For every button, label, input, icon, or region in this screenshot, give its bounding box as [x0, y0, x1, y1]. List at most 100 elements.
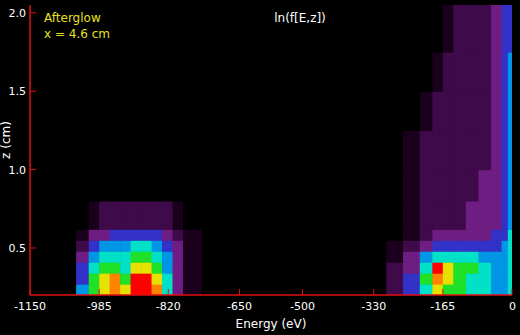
heat-cell: [403, 262, 420, 274]
heat-cell: [99, 273, 110, 285]
heat-cell: [502, 240, 509, 252]
heat-cell: [502, 284, 509, 295]
heat-cell: [141, 229, 152, 241]
heat-cell: [152, 52, 163, 92]
x-tick-label: -165: [430, 300, 455, 313]
x-tick: [442, 289, 443, 295]
heat-cell: [508, 5, 512, 53]
heat-cell: [202, 251, 261, 263]
heat-cell: [131, 201, 142, 230]
heat-cell: [453, 5, 466, 53]
heat-cell: [403, 130, 420, 170]
heat-cell: [403, 273, 420, 285]
heat-cell: [478, 229, 491, 241]
heat-cell: [183, 201, 202, 230]
heat-cell: [99, 251, 110, 263]
heat-cell: [508, 130, 512, 170]
heat-cell: [491, 170, 502, 202]
heat-cell: [491, 229, 502, 241]
heat-cell: [403, 229, 420, 241]
heat-cell: [466, 201, 479, 230]
heat-cell: [466, 273, 479, 285]
heat-cell: [76, 170, 89, 202]
heat-cell: [141, 201, 152, 230]
heat-cell: [120, 201, 131, 230]
heat-cell: [466, 251, 479, 263]
heat-cell: [183, 273, 202, 285]
heat-cell: [443, 52, 454, 92]
heat-cell: [466, 284, 479, 295]
heat-cell: [386, 170, 403, 202]
heat-cell: [432, 201, 443, 230]
heat-cell: [261, 229, 387, 241]
heat-cell: [478, 284, 491, 295]
heat-cell: [131, 229, 142, 241]
heat-cell: [202, 240, 261, 252]
heat-cell: [466, 170, 479, 202]
heat-cell: [202, 262, 261, 274]
heat-cell: [173, 130, 184, 170]
heat-cell: [89, 273, 100, 285]
heat-cell: [76, 52, 89, 92]
heat-cell: [261, 170, 387, 202]
heat-cell: [99, 201, 110, 230]
heat-cell: [420, 273, 433, 285]
heat-cell: [508, 201, 512, 230]
x-tick: [373, 289, 374, 295]
y-tick-label: 2.0: [9, 7, 27, 20]
heat-cell: [183, 170, 202, 202]
heat-cell: [491, 240, 502, 252]
heat-cell: [508, 251, 512, 263]
heat-cell: [261, 273, 387, 285]
heat-cell: [432, 273, 443, 285]
heat-cell: [120, 284, 131, 295]
heat-cell: [141, 284, 152, 295]
heat-cell: [261, 201, 387, 230]
heat-cell: [173, 91, 184, 131]
heat-cell: [202, 170, 261, 202]
heatmap-cells: [30, 5, 512, 295]
heat-cell: [443, 251, 454, 263]
heat-cell: [141, 262, 152, 274]
heat-cell: [508, 170, 512, 202]
heat-cell: [183, 229, 202, 241]
heat-cell: [420, 284, 433, 295]
heat-cell: [152, 130, 163, 170]
heat-cell: [466, 262, 479, 274]
heat-cell: [89, 170, 100, 202]
heat-cell: [30, 229, 77, 241]
heat-cell: [30, 262, 77, 274]
heat-cell: [202, 5, 261, 53]
heat-cell: [420, 251, 433, 263]
heat-cell: [386, 240, 403, 252]
heat-cell: [466, 229, 479, 241]
heat-cell: [478, 130, 491, 170]
heat-cell: [420, 91, 433, 131]
heat-cell: [508, 262, 512, 274]
heat-cell: [261, 5, 387, 53]
heat-cell: [99, 284, 110, 295]
heat-cell: [386, 284, 403, 295]
heat-cell: [386, 251, 403, 263]
heat-cell: [386, 91, 403, 131]
heat-cell: [152, 5, 163, 53]
x-axis-line: [30, 294, 512, 296]
heat-cell: [183, 240, 202, 252]
heat-cell: [99, 240, 110, 252]
annotation: x = 4.6 cm: [44, 27, 110, 41]
heat-cell: [453, 284, 466, 295]
heat-cell: [443, 201, 454, 230]
heat-cell: [453, 52, 466, 92]
heat-cell: [141, 91, 152, 131]
heat-cell: [386, 52, 403, 92]
heat-cell: [202, 130, 261, 170]
heat-cell: [420, 240, 433, 252]
heat-cell: [162, 201, 173, 230]
heat-cell: [491, 52, 502, 92]
heat-cell: [131, 284, 142, 295]
heat-cell: [141, 273, 152, 285]
heat-cell: [453, 240, 466, 252]
heat-cell: [110, 170, 121, 202]
heat-cell: [141, 5, 152, 53]
heat-cell: [491, 130, 502, 170]
